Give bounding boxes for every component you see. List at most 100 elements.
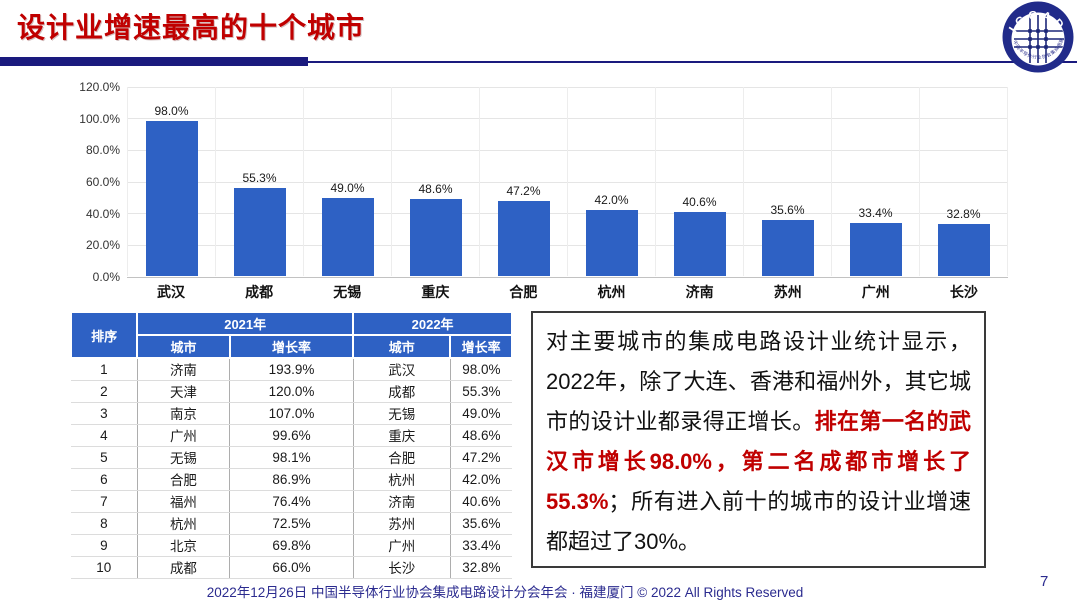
- ranking-table-body: 1 济南 193.9% 武汉 98.0% 2 天津 120.0% 成都 55.3% 3 南京 107.0…: [71, 358, 512, 579]
- title-underline-thick: [0, 57, 308, 66]
- table-row: 7 福州 76.4% 济南 40.6%: [71, 490, 512, 513]
- header-field: 城市: [352, 334, 452, 359]
- table-row: 9 北京 69.8% 广州 33.4%: [71, 534, 512, 557]
- bar: [585, 209, 638, 276]
- table-cell: 98.1%: [229, 446, 354, 469]
- table-cell: 7: [71, 490, 138, 513]
- bar-slot: 32.8%: [919, 87, 1008, 276]
- bar: [321, 198, 374, 276]
- table-cell: 济南: [352, 490, 451, 513]
- footer-text: 2022年12月26日 中国半导体行业协会集成电路设计分会年会 · 福建厦门 ©…: [206, 585, 804, 600]
- bar: [409, 199, 462, 276]
- bar-slot: 33.4%: [831, 87, 919, 276]
- table-cell: 合肥: [352, 446, 451, 469]
- table-row: 4 广州 99.6% 重庆 48.6%: [71, 424, 512, 447]
- table-cell: 2: [71, 380, 138, 403]
- table-cell: 47.2%: [449, 446, 512, 469]
- category-label: 苏州: [773, 284, 802, 300]
- table-cell: 40.6%: [449, 490, 512, 513]
- table-cell: 69.8%: [229, 534, 354, 557]
- table-cell: 福州: [136, 490, 230, 513]
- bar-value-label: 32.8%: [946, 207, 981, 222]
- table-cell: 66.0%: [229, 556, 354, 579]
- table-cell: 42.0%: [449, 468, 512, 491]
- table-cell: 重庆: [352, 424, 451, 447]
- table-cell: 长沙: [352, 556, 451, 579]
- table-cell: 76.4%: [229, 490, 354, 513]
- bar-slot: 55.3%: [215, 87, 303, 276]
- bar-value-label: 47.2%: [506, 184, 541, 199]
- page-number: 7: [1040, 573, 1049, 590]
- table-row: 5 无锡 98.1% 合肥 47.2%: [71, 446, 512, 469]
- category-label: 杭州: [597, 284, 626, 300]
- table-cell: 济南: [136, 358, 230, 381]
- header-rank: 排序: [69, 311, 139, 359]
- header-field: 增长率: [228, 334, 355, 359]
- table-cell: 10: [71, 556, 138, 579]
- table-row: 1 济南 193.9% 武汉 98.0%: [71, 358, 512, 381]
- table-cell: 1: [71, 358, 138, 381]
- bar-value-label: 40.6%: [682, 194, 717, 209]
- growth-bar-chart: 0.0% 20.0% 40.0% 60.0% 80.0% 100.0% 120.0% 98.…: [70, 80, 1008, 302]
- table-cell: 合肥: [136, 468, 230, 491]
- table-cell: 5: [71, 446, 138, 469]
- table-cell: 32.8%: [449, 556, 512, 579]
- bar: [145, 120, 198, 276]
- bar-slot: 40.6%: [655, 87, 743, 276]
- bar-slot: 42.0%: [567, 87, 655, 276]
- bar-slot: 49.0%: [303, 87, 391, 276]
- header-row-fields: 城市 增长率 城市 增长率: [71, 334, 513, 359]
- bar-value-label: 55.3%: [242, 171, 277, 186]
- table-cell: 33.4%: [449, 534, 512, 557]
- category-label: 重庆: [421, 284, 450, 300]
- table-cell: 北京: [136, 534, 230, 557]
- table-cell: 120.0%: [229, 380, 354, 403]
- page-title: 设计业增速最高的十个城市: [17, 12, 366, 43]
- table-cell: 成都: [352, 380, 451, 403]
- table-cell: 武汉: [352, 358, 451, 381]
- y-tick-label: 0.0%: [92, 270, 120, 284]
- bar: [673, 211, 726, 276]
- summary-note-box: 对主要城市的集成电路设计业统计显示，2022年，除了大连、香港和福州外，其它城市…: [531, 311, 986, 568]
- table-cell: 天津: [136, 380, 230, 403]
- table-cell: 99.6%: [229, 424, 354, 447]
- header-field: 城市: [136, 334, 231, 359]
- bar-value-label: 49.0%: [330, 181, 365, 196]
- bar-slot: 35.6%: [743, 87, 831, 276]
- header-field: 增长率: [449, 334, 513, 359]
- bar-value-label: 42.0%: [594, 192, 629, 207]
- table-row: 10 成都 66.0% 长沙 32.8%: [71, 556, 512, 579]
- bar-value-label: 48.6%: [418, 182, 453, 197]
- bar: [937, 224, 990, 276]
- table-cell: 无锡: [136, 446, 230, 469]
- note-text-normal-2: ；所有进入前十的城市的设计业增速都超过了30%。: [546, 489, 971, 554]
- table-cell: 55.3%: [449, 380, 512, 403]
- bars-layer: 98.0% 55.3% 49.0% 48.6% 47.2% 42.0% 40.6% 35.6%…: [127, 87, 1008, 276]
- table-row: 6 合肥 86.9% 杭州 42.0%: [71, 468, 512, 491]
- category-label: 成都: [245, 284, 274, 300]
- y-tick-label: 60.0%: [85, 175, 120, 189]
- note-text-highlight: 排在第一名的武汉市增长98.0%，第二名成都市增长了55.3%: [546, 409, 971, 514]
- table-row: 2 天津 120.0% 成都 55.3%: [71, 380, 512, 403]
- header-row-years: 排序 2021年 2022年: [69, 311, 513, 359]
- table-cell: 98.0%: [449, 358, 512, 381]
- table-cell: 3: [71, 402, 138, 425]
- header-2021: 2021年: [136, 311, 355, 336]
- title-underline-thin: [0, 61, 1077, 63]
- note-text-normal-1: 对主要城市的集成电路设计业统计显示，2022年，除了大连、香港和福州外，其它城市…: [546, 329, 971, 434]
- bar: [761, 219, 814, 276]
- ranking-table-header: 排序 2021年 2022年 城市 增长率 城市 增长率: [69, 311, 513, 359]
- table-cell: 107.0%: [229, 402, 354, 425]
- category-label: 广州: [861, 284, 890, 300]
- bar-slot: 48.6%: [391, 87, 479, 276]
- category-label: 武汉: [157, 284, 186, 300]
- y-tick-label: 20.0%: [85, 238, 120, 253]
- bar-value-label: 33.4%: [858, 206, 893, 221]
- table-row: 3 南京 107.0% 无锡 49.0%: [71, 402, 512, 425]
- table-cell: 4: [71, 424, 138, 447]
- table-cell: 193.9%: [229, 358, 354, 381]
- chart-plot: 98.0% 55.3% 49.0% 48.6% 47.2% 42.0% 40.6% 35.6%…: [127, 86, 1008, 278]
- ranking-table: 排序 2021年 2022年 城市 增长率 城市 增长率 1 济南 193.9% 武汉 98.0% 2…: [69, 311, 513, 579]
- bar-slot: 98.0%: [127, 87, 215, 276]
- bar-value-label: 98.0%: [154, 103, 189, 118]
